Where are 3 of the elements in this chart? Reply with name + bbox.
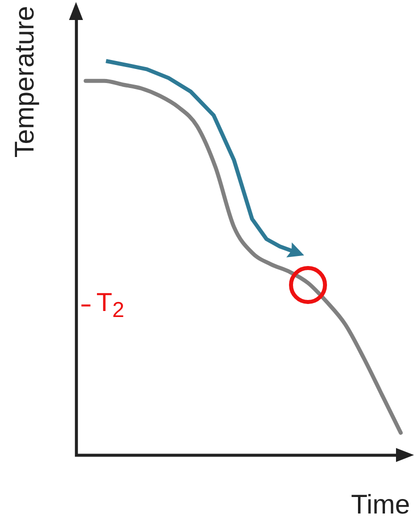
x-axis-title: Time bbox=[351, 489, 410, 520]
y-axis-title: Temperature bbox=[10, 6, 40, 158]
ref-line-label: T$_{2}$ bbox=[96, 287, 124, 324]
